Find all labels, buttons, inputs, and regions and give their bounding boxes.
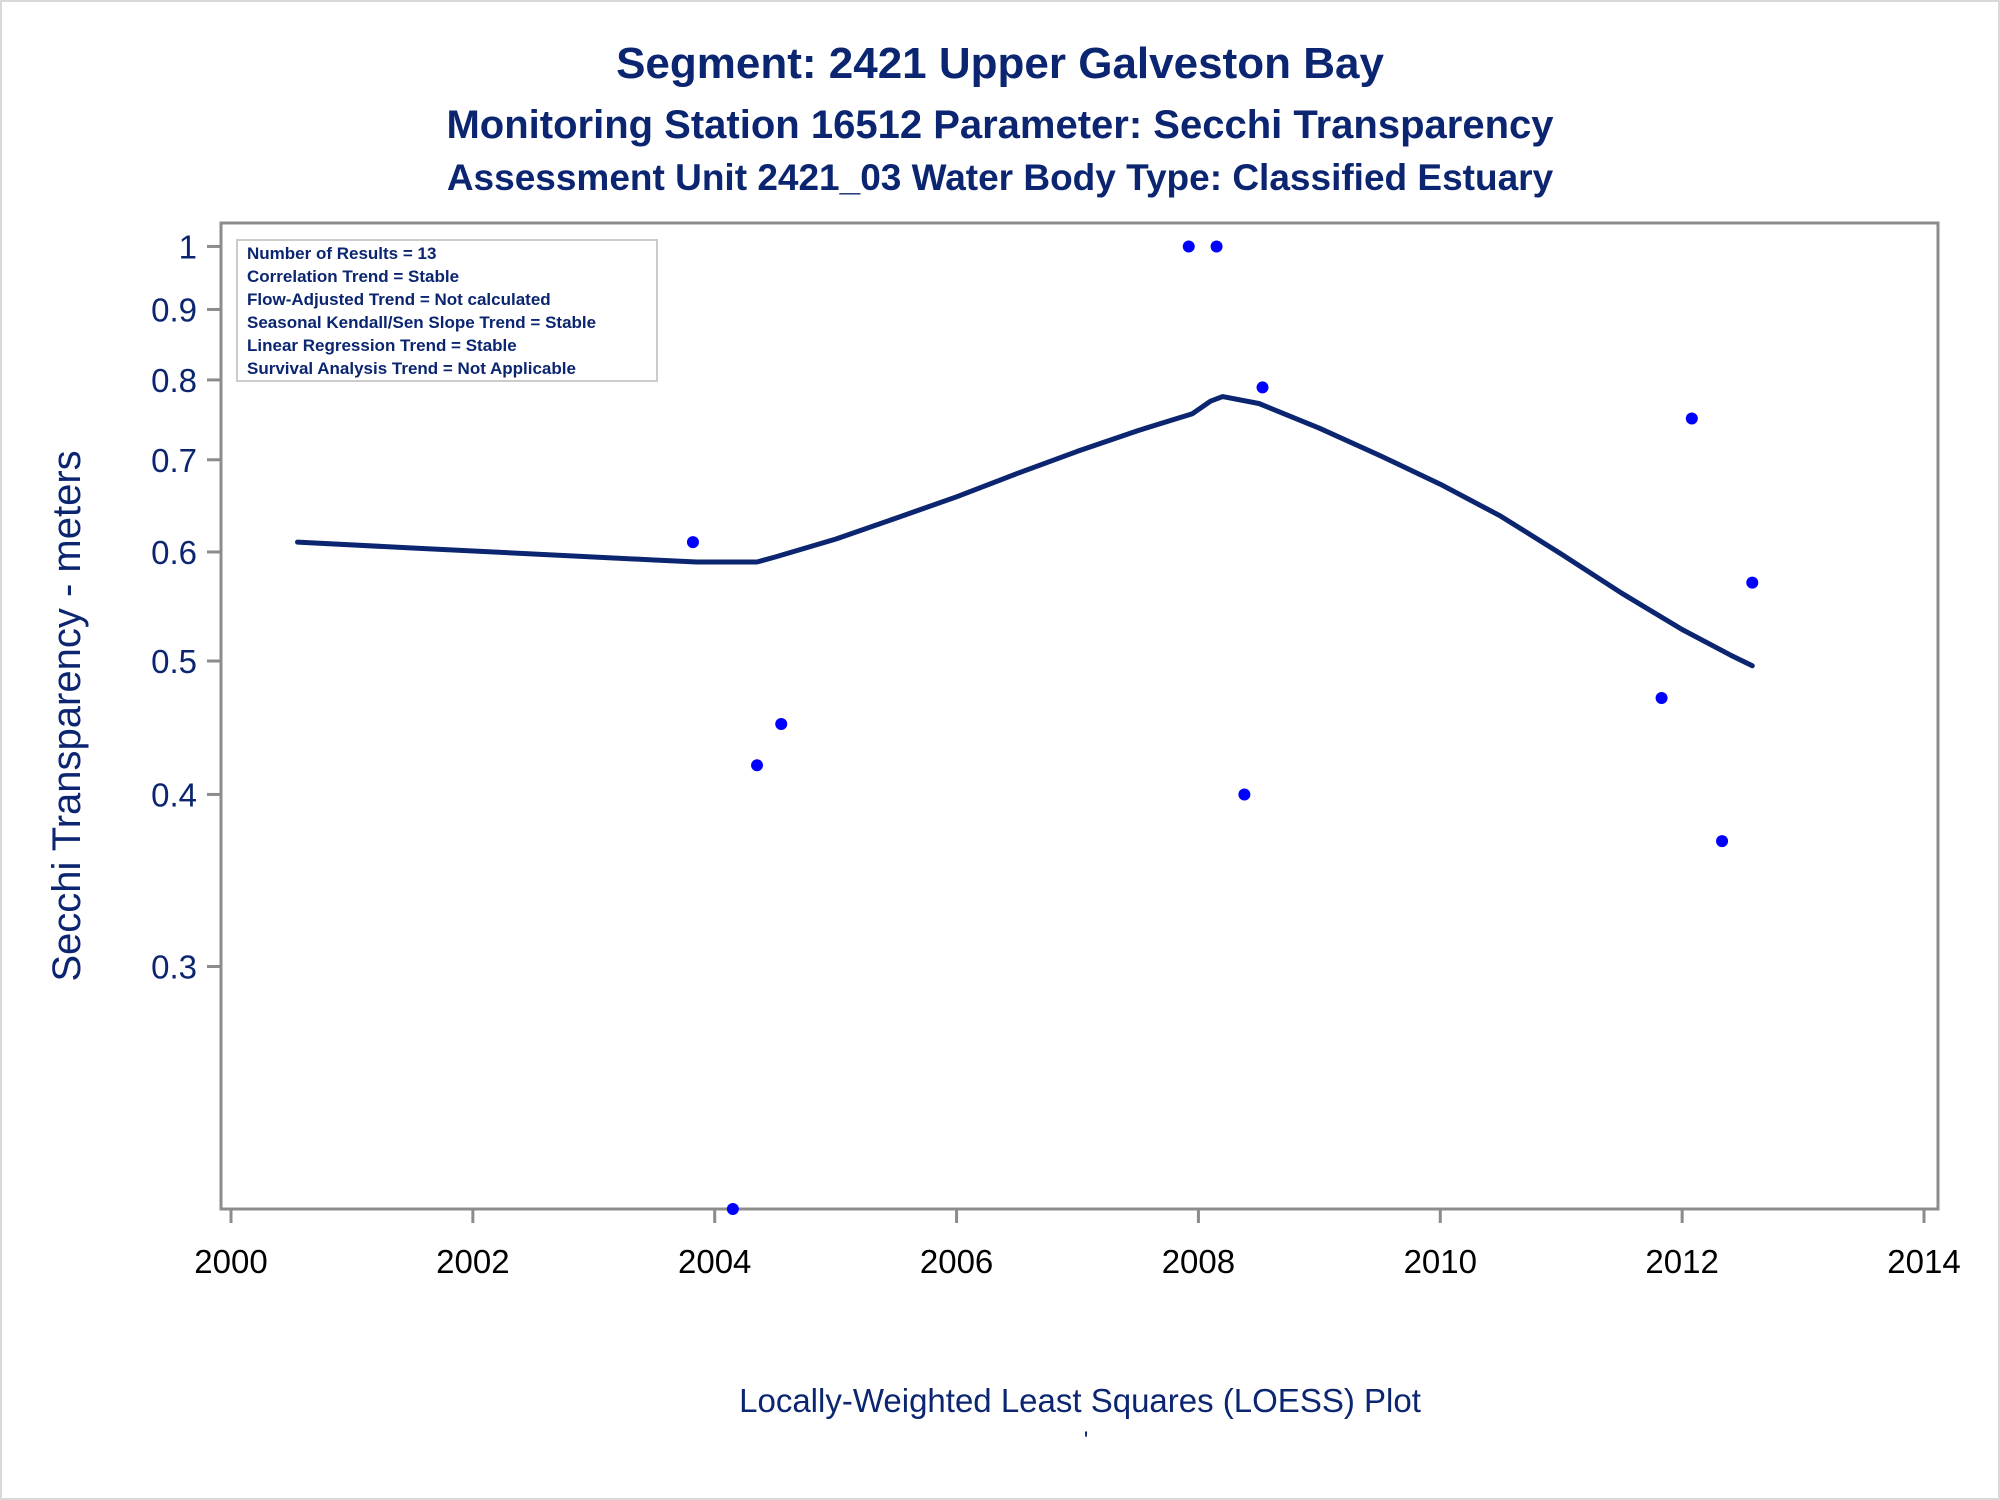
data-point [1210,240,1223,253]
chart-subtitle: Monitoring Station 16512 Parameter: Secc… [446,103,1554,147]
data-point [1655,692,1668,705]
data-point [1685,412,1698,425]
y-tick-label: 0.7 [151,442,197,479]
x-axis: 2000 2002 2004 2006 2008 2010 2012 2014 [194,1209,1961,1280]
data-point [751,759,764,772]
stats-box-frame [236,239,658,382]
chart-title: Segment: 2421 Upper Galveston Bay [616,39,1384,88]
chart-subtitle-2: Assessment Unit 2421_03 Water Body Type:… [447,157,1554,198]
data-point [1182,240,1195,253]
loess-curve-layer [295,394,1755,669]
x-axis-label: Locally-Weighted Least Squares (LOESS) P… [739,1382,1421,1419]
stats-line: Number of Results = 13 [247,244,436,263]
data-point [726,1203,739,1215]
y-axis: 0.3 0.4 0.5 0.6 0.7 0.8 0.9 1 [151,228,221,986]
y-tick-label: 0.9 [151,291,197,328]
loess-curve [295,394,1755,669]
data-point [686,536,699,549]
x-tick-label: 2002 [436,1243,509,1280]
x-tick-label: 2000 [194,1243,267,1280]
footnote: ' [1084,1427,1089,1454]
y-tick-label: 0.6 [151,534,197,571]
y-tick-label: 0.4 [151,776,197,813]
x-tick-label: 2010 [1404,1243,1477,1280]
data-points-layer [291,240,1759,1215]
y-axis-label: Secchi Transparency - meters [45,450,89,981]
y-tick-label: 1 [179,228,197,265]
stats-box: Number of Results = 13 Correlation Trend… [236,239,658,382]
stats-line: Linear Regression Trend = Stable [247,336,517,355]
y-tick-label: 0.8 [151,362,197,399]
stats-line: Correlation Trend = Stable [247,267,459,286]
stats-line: Survival Analysis Trend = Not Applicable [247,359,576,378]
data-point [775,718,788,731]
x-tick-label: 2004 [678,1243,751,1280]
plot-area [219,221,1940,1211]
x-tick-label: 2006 [920,1243,993,1280]
stats-line: Seasonal Kendall/Sen Slope Trend = Stabl… [247,313,596,332]
x-tick-label: 2014 [1887,1243,1960,1280]
data-point [1256,381,1269,394]
y-tick-label: 0.3 [151,949,197,986]
data-point [1746,576,1759,589]
x-tick-label: 2012 [1645,1243,1718,1280]
stats-line: Flow-Adjusted Trend = Not calculated [247,290,551,309]
data-point [1716,835,1729,848]
data-point [1238,788,1251,801]
x-tick-label: 2008 [1162,1243,1235,1280]
y-tick-label: 0.5 [151,643,197,680]
